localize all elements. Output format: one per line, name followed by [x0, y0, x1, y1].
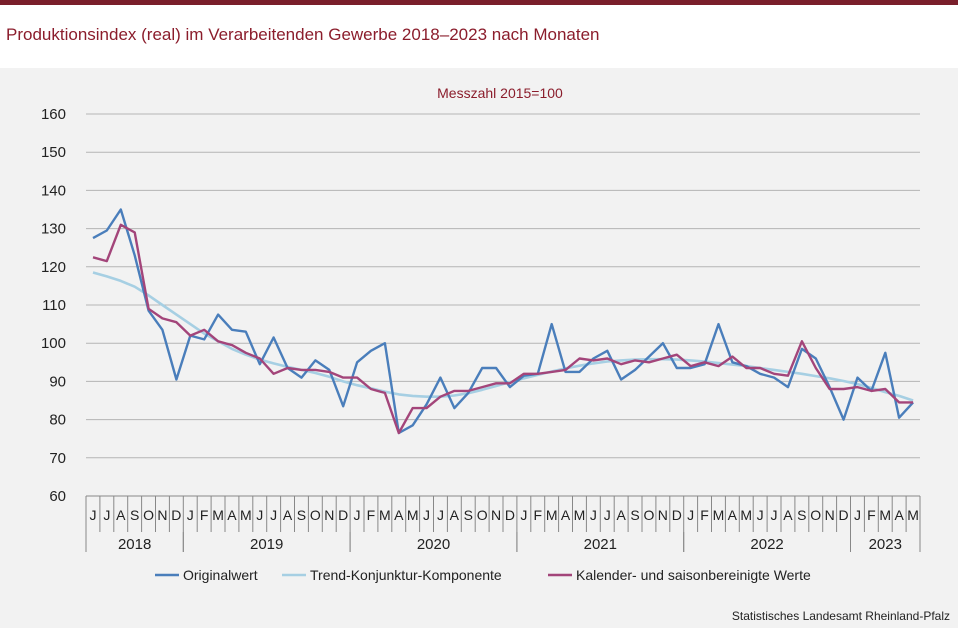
- month-label: S: [297, 507, 306, 523]
- month-label: M: [546, 507, 558, 523]
- month-label: M: [740, 507, 752, 523]
- year-label: 2023: [869, 536, 902, 553]
- axes: [85, 495, 921, 552]
- month-label: N: [157, 507, 167, 523]
- month-label: A: [116, 507, 126, 523]
- month-label: J: [270, 507, 277, 523]
- month-label: F: [533, 507, 542, 523]
- month-label: M: [407, 507, 419, 523]
- y-tick-label: 100: [41, 335, 66, 352]
- month-label: D: [838, 507, 848, 523]
- source-note: Statistisches Landesamt Rheinland-Pfalz: [731, 609, 950, 623]
- month-label: J: [604, 507, 611, 523]
- year-label: 2018: [118, 536, 151, 553]
- y-tick-label: 80: [49, 412, 66, 429]
- y-tick-label: 160: [41, 106, 66, 123]
- month-label: A: [783, 507, 793, 523]
- month-label: S: [630, 507, 639, 523]
- month-label: A: [283, 507, 293, 523]
- y-tick-label: 140: [41, 182, 66, 199]
- year-label: 2019: [250, 536, 283, 553]
- month-label: O: [644, 507, 655, 523]
- month-label: F: [367, 507, 376, 523]
- month-label: J: [757, 507, 764, 523]
- month-label: J: [103, 507, 110, 523]
- legend-label: Kalender- und saisonbereinigte Werte: [576, 567, 811, 583]
- month-label: N: [658, 507, 668, 523]
- month-label: D: [338, 507, 348, 523]
- month-label: A: [450, 507, 460, 523]
- month-label: O: [810, 507, 821, 523]
- chart-panel: 60 70 80 90 100 110 120 130 140 150 160 J J A S O N D J F M A…: [0, 68, 958, 628]
- y-tick-label: 120: [41, 259, 66, 276]
- y-tick-label: 110: [42, 297, 66, 314]
- month-label: M: [240, 507, 252, 523]
- legend-label: Originalwert: [183, 567, 258, 583]
- series-lines: [92, 208, 914, 435]
- y-tick-label: 130: [41, 221, 66, 238]
- month-label: M: [907, 507, 919, 523]
- month-label: A: [394, 507, 404, 523]
- month-label: S: [464, 507, 473, 523]
- month-label: F: [200, 507, 209, 523]
- month-label: J: [256, 507, 263, 523]
- year-label: 2022: [750, 536, 783, 553]
- month-label: O: [310, 507, 321, 523]
- month-label: J: [89, 507, 96, 523]
- month-label: M: [379, 507, 391, 523]
- header: Produktionsindex (real) im Verarbeitende…: [0, 5, 958, 67]
- top-accent-bar: [0, 0, 958, 5]
- month-label: J: [520, 507, 527, 523]
- month-label: O: [143, 507, 154, 523]
- chart-subtitle: Messzahl 2015=100: [437, 85, 563, 101]
- y-tick-label: 150: [41, 144, 66, 161]
- month-label: M: [574, 507, 586, 523]
- month-label: N: [825, 507, 835, 523]
- series-line-1: [92, 208, 914, 435]
- month-label: A: [227, 507, 237, 523]
- month-label: S: [130, 507, 139, 523]
- month-label: J: [687, 507, 694, 523]
- month-label: D: [505, 507, 515, 523]
- legend-label: Trend-Konjunktur-Komponente: [310, 567, 502, 583]
- month-label: O: [477, 507, 488, 523]
- month-label: S: [797, 507, 806, 523]
- month-label: M: [212, 507, 224, 523]
- month-label: M: [713, 507, 725, 523]
- y-tick-label: 70: [49, 450, 66, 467]
- month-label: A: [894, 507, 904, 523]
- month-label: N: [324, 507, 334, 523]
- month-label: J: [187, 507, 194, 523]
- series-line-3: [92, 223, 914, 435]
- month-label: F: [700, 507, 709, 523]
- month-label: M: [879, 507, 891, 523]
- month-label: A: [561, 507, 571, 523]
- month-label: J: [771, 507, 778, 523]
- month-label: J: [590, 507, 597, 523]
- grid-lines: [86, 113, 920, 459]
- month-label: N: [491, 507, 501, 523]
- y-tick-label: 90: [49, 373, 66, 390]
- month-label: A: [728, 507, 738, 523]
- month-label: J: [854, 507, 861, 523]
- year-label: 2021: [584, 536, 617, 553]
- y-tick-label: 60: [49, 488, 66, 505]
- year-label: 2020: [417, 536, 450, 553]
- month-label: A: [616, 507, 626, 523]
- month-label: D: [672, 507, 682, 523]
- month-label: F: [867, 507, 876, 523]
- month-label: J: [437, 507, 444, 523]
- month-label: J: [354, 507, 361, 523]
- month-label: J: [423, 507, 430, 523]
- month-label: D: [171, 507, 181, 523]
- legend: Originalwert Trend-Konjunktur-Komponente K…: [155, 567, 811, 583]
- page-title: Produktionsindex (real) im Verarbeitende…: [6, 25, 600, 44]
